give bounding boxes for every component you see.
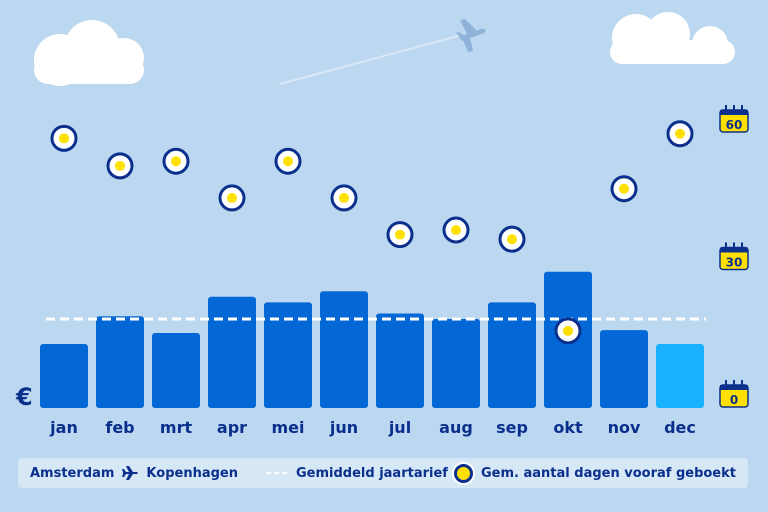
bar-mrt — [152, 332, 200, 408]
x-tick-jun: jun — [329, 418, 358, 437]
contrail — [279, 35, 459, 85]
x-tick-mrt: mrt — [160, 418, 193, 437]
x-tick-feb: feb — [105, 418, 134, 437]
bar-jan — [40, 344, 88, 408]
right-axis: 60 30 0 — [719, 105, 749, 408]
bar-jun — [320, 291, 368, 408]
days-dot-mrt — [162, 147, 190, 175]
x-tick-nov: nov — [608, 418, 641, 437]
bar-sep — [488, 302, 536, 408]
legend-average: Gemiddeld jaartarief — [265, 465, 448, 481]
days-dot-mei — [274, 147, 302, 175]
airplane-icon — [456, 19, 486, 52]
x-tick-apr: apr — [217, 418, 247, 437]
sky-decoration — [34, 12, 735, 86]
days-dot-aug — [442, 216, 470, 244]
bar-apr — [208, 296, 256, 408]
right-tick-0: 0 — [719, 380, 749, 408]
bars — [40, 271, 704, 408]
right-tick-30: 30 — [719, 242, 749, 271]
x-tick-labels: jan feb mrt apr mei jun jul aug sep okt nov dec — [49, 418, 696, 437]
legend-average-label: Gemiddeld jaartarief — [295, 465, 448, 481]
legend-days-label: Gem. aantal dagen vooraf geboekt — [481, 465, 736, 481]
dashed-line-icon — [265, 472, 288, 474]
left-axis-label: € — [15, 383, 33, 411]
days-dot-sep — [498, 225, 526, 253]
bar-aug — [432, 319, 480, 408]
x-tick-mei: mei — [271, 418, 304, 437]
x-tick-jan: jan — [49, 418, 78, 437]
bar-jul — [376, 313, 424, 408]
x-tick-sep: sep — [496, 418, 528, 437]
legend-days: Gem. aantal dagen vooraf geboekt — [454, 463, 736, 483]
days-dot-dec — [666, 120, 694, 148]
days-dot-nov — [610, 175, 638, 203]
right-tick-label-60: 60 — [726, 118, 743, 132]
legend-origin: Amsterdam — [30, 465, 115, 481]
x-tick-jul: jul — [388, 418, 411, 437]
x-tick-okt: okt — [553, 418, 583, 437]
days-dot-feb — [106, 152, 134, 180]
days-dot-jul — [386, 221, 414, 249]
yellow-dot-icon — [454, 463, 473, 483]
legend: Amsterdam Kopenhagen Gemiddeld jaartarie… — [18, 458, 748, 488]
cloud-right — [610, 12, 735, 64]
x-tick-aug: aug — [439, 418, 473, 437]
right-tick-label-0: 0 — [730, 393, 738, 407]
cloud-left — [34, 20, 144, 86]
x-tick-dec: dec — [664, 418, 696, 437]
days-dot-okt — [554, 317, 582, 345]
days-dot-jan — [50, 124, 78, 152]
right-tick-60: 60 — [719, 105, 749, 133]
days-dots — [50, 120, 694, 345]
right-tick-label-30: 30 — [726, 256, 743, 270]
bar-mei — [264, 302, 312, 408]
days-dot-jun — [330, 184, 358, 212]
bar-nov — [600, 330, 648, 408]
legend-destination: Kopenhagen — [146, 465, 238, 481]
bar-dec — [656, 344, 704, 408]
legend-route: Amsterdam Kopenhagen — [30, 466, 238, 481]
bar-feb — [96, 316, 144, 408]
plane-icon — [122, 466, 139, 480]
days-dot-apr — [218, 184, 246, 212]
